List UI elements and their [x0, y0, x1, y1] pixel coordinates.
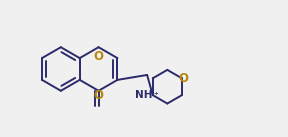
- Text: O: O: [94, 89, 104, 102]
- Text: ⁺: ⁺: [154, 91, 158, 100]
- Text: O: O: [178, 72, 188, 85]
- Text: O: O: [94, 50, 104, 63]
- Text: NH: NH: [135, 90, 153, 100]
